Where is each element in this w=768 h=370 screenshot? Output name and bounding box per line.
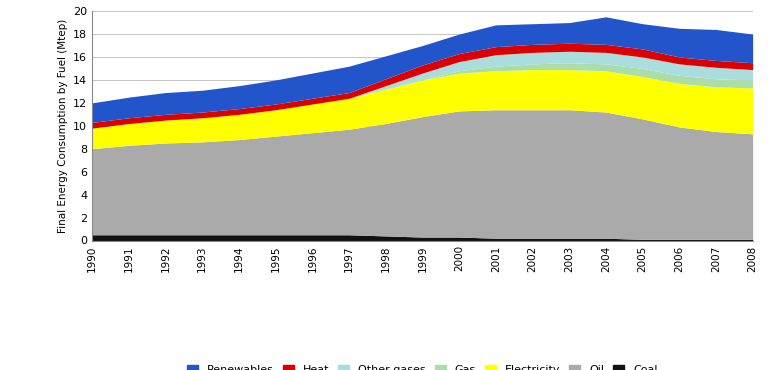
Y-axis label: Final Energy Consumption by Fuel (Mtep): Final Energy Consumption by Fuel (Mtep) [58, 18, 68, 233]
Legend: Renewables, Heat, Other gases, Gas, Electricity, Oil, Coal: Renewables, Heat, Other gases, Gas, Elec… [187, 365, 657, 370]
